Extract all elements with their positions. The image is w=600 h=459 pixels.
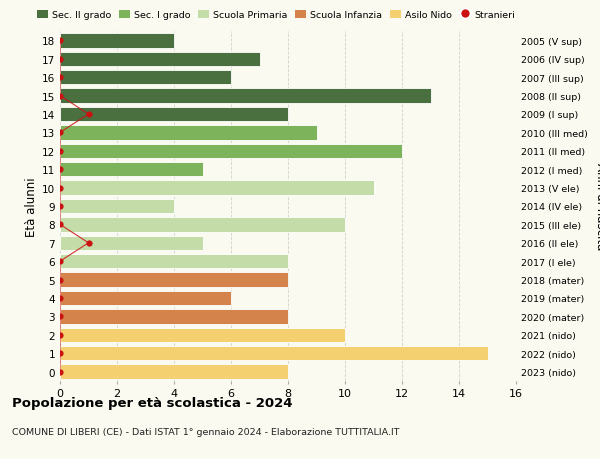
Bar xyxy=(60,346,487,361)
Bar xyxy=(60,52,260,67)
Y-axis label: Anni di nascita: Anni di nascita xyxy=(594,163,600,250)
Bar xyxy=(60,364,288,379)
Bar xyxy=(60,181,373,196)
Bar xyxy=(60,273,288,287)
Bar xyxy=(60,309,288,324)
Bar xyxy=(60,126,317,140)
Bar xyxy=(60,34,174,49)
Bar xyxy=(60,236,203,251)
Bar xyxy=(60,328,345,342)
Bar xyxy=(60,144,402,159)
Bar xyxy=(60,107,288,122)
Bar xyxy=(60,162,203,177)
Y-axis label: Età alunni: Età alunni xyxy=(25,177,38,236)
Text: COMUNE DI LIBERI (CE) - Dati ISTAT 1° gennaio 2024 - Elaborazione TUTTITALIA.IT: COMUNE DI LIBERI (CE) - Dati ISTAT 1° ge… xyxy=(12,427,400,436)
Bar xyxy=(60,218,345,232)
Text: Popolazione per età scolastica - 2024: Popolazione per età scolastica - 2024 xyxy=(12,396,293,409)
Bar xyxy=(60,89,431,104)
Bar xyxy=(60,291,231,306)
Bar xyxy=(60,254,288,269)
Bar xyxy=(60,199,174,214)
Bar xyxy=(60,71,231,85)
Legend: Sec. II grado, Sec. I grado, Scuola Primaria, Scuola Infanzia, Asilo Nido, Stran: Sec. II grado, Sec. I grado, Scuola Prim… xyxy=(33,7,519,24)
